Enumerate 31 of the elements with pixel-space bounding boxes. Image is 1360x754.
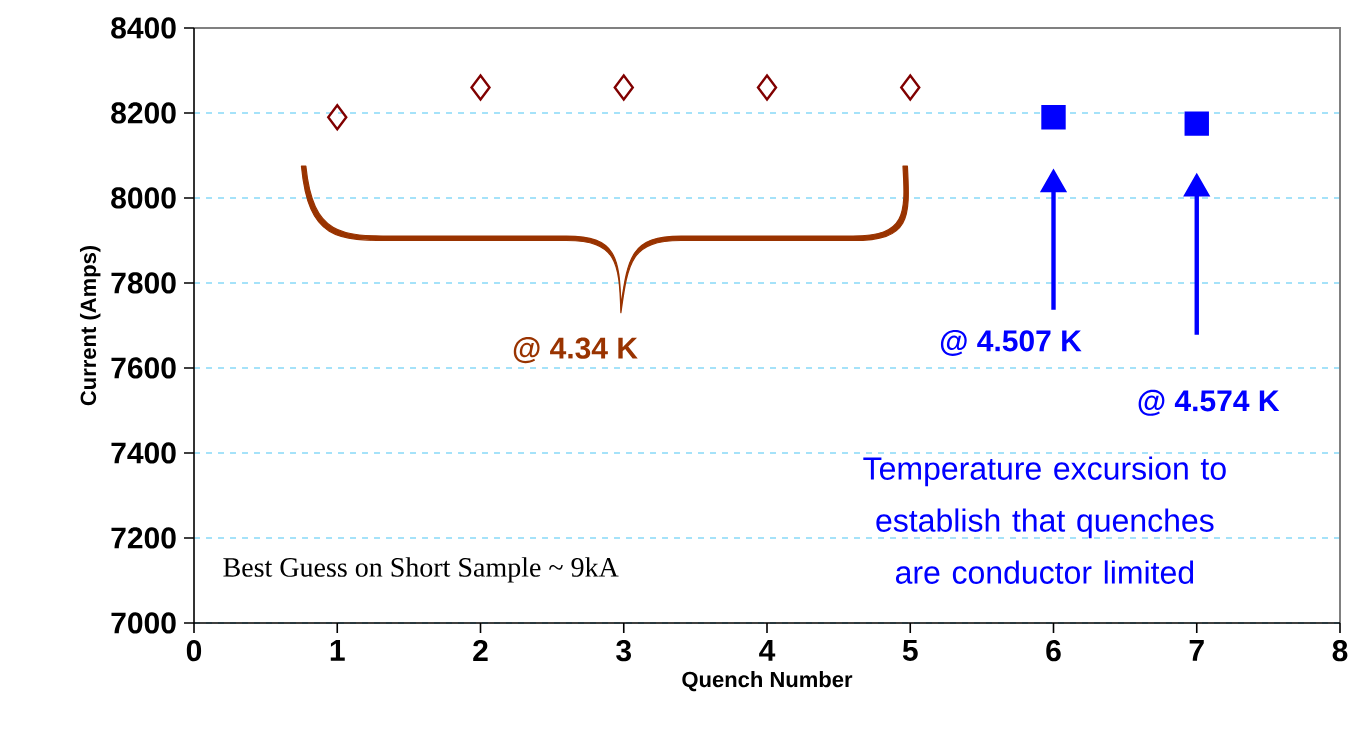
annotation: Temperature excursion to establish that quenches are conductor limited	[863, 456, 1226, 584]
y-tick-label: 7400	[111, 442, 176, 464]
point	[613, 74, 634, 101]
y-tick-label: 8400	[111, 17, 176, 39]
y-tick-label: 7000	[111, 612, 176, 634]
x-axis-title: Quench Number	[682, 671, 853, 692]
point	[756, 74, 778, 101]
x-tick-label: 6	[1046, 640, 1061, 662]
annotation: @ 4.574 K	[1138, 389, 1280, 416]
y-tick-label: 8200	[111, 102, 176, 124]
x-tick-label: 4	[759, 640, 776, 661]
x-tick-label: 2	[473, 640, 488, 661]
point	[1041, 105, 1066, 130]
y-tick-label: 8000	[111, 187, 176, 209]
y-tick-label: 7600	[111, 357, 176, 379]
y-tick-label: 7200	[111, 527, 176, 549]
y-tick-label: 7800	[111, 272, 176, 294]
annotation: Best Guess on Short Sample ~ 9kA	[223, 557, 619, 583]
point	[900, 74, 921, 101]
x-tick-label: 3	[616, 640, 631, 662]
x-tick-label: 8	[1332, 640, 1348, 662]
y-axis-title: Current (Amps)	[79, 245, 101, 406]
x-tick-label: 1	[330, 640, 345, 661]
annotation: @ 4.34 K	[513, 337, 638, 364]
x-tick-label: 0	[186, 640, 202, 662]
x-tick-label: 5	[902, 640, 918, 661]
point	[1184, 111, 1209, 136]
point	[470, 74, 491, 101]
annotation: @ 4.507 K	[940, 329, 1082, 356]
point	[327, 104, 348, 131]
x-tick-label: 7	[1189, 640, 1204, 661]
